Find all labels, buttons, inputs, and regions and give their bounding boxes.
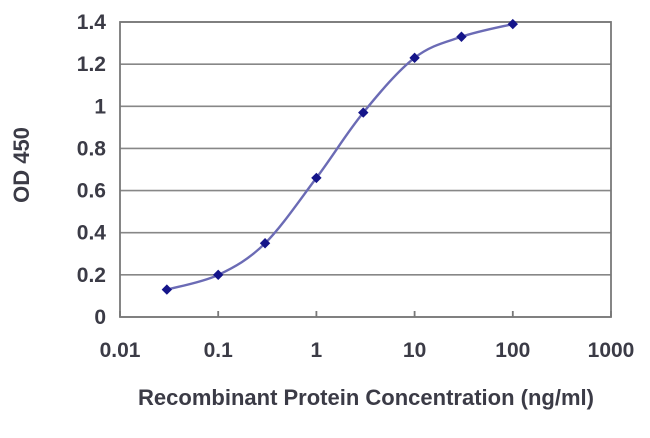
data-point-marker	[456, 31, 467, 42]
series-layer	[161, 18, 518, 295]
y-axis-title: OD 450	[9, 127, 34, 203]
x-tick-label: 1	[311, 339, 323, 362]
y-tick-label: 0.2	[77, 264, 106, 287]
y-tick-label: 0	[94, 306, 106, 329]
data-point-marker	[311, 172, 322, 184]
plot-border	[119, 21, 612, 318]
x-tick-label: 0.1	[204, 339, 234, 362]
x-tick-label: 1000	[588, 339, 635, 362]
data-point-marker	[409, 52, 420, 64]
data-point-marker	[507, 18, 518, 30]
x-tick-label: 0.01	[100, 339, 141, 362]
x-axis-title: Recombinant Protein Concentration (ng/ml…	[138, 385, 594, 410]
series-line	[166, 22, 514, 291]
y-tick-label: 0.4	[77, 222, 107, 245]
data-point-marker	[358, 107, 369, 118]
data-point-marker	[161, 284, 173, 295]
y-tick-label: 1.2	[77, 53, 106, 76]
y-tick-label: 1	[94, 95, 106, 118]
y-tick-label: 1.4	[77, 11, 107, 34]
x-tick-label: 10	[403, 339, 426, 362]
grid-layer	[119, 21, 612, 318]
y-tick-label: 0.6	[77, 180, 106, 203]
tick-label-layer: 0 0.2 0.4 0.6 0.8 1 1.2 1.4 0.01 0.1 1 10 100 1000	[77, 11, 635, 362]
x-tick-label: 100	[495, 339, 530, 362]
data-point-marker	[259, 238, 271, 249]
data-point-marker	[213, 269, 224, 281]
y-tick-label: 0.8	[77, 137, 107, 160]
